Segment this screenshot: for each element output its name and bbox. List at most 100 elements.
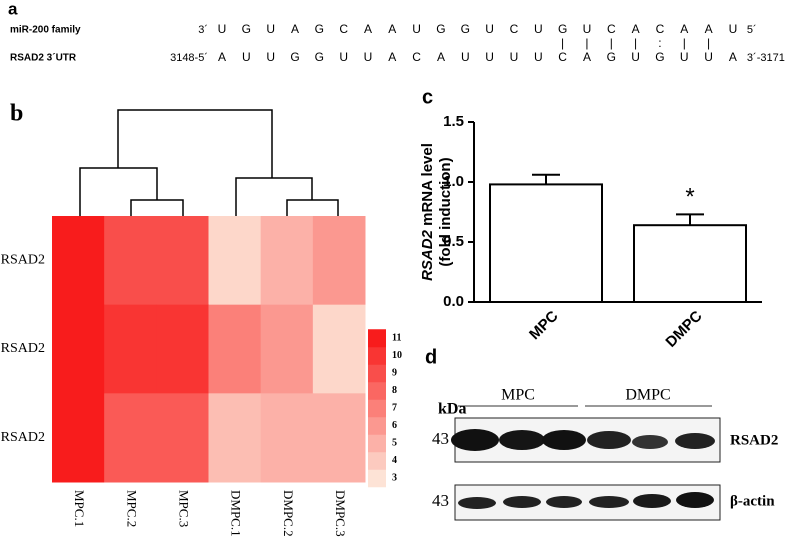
col-label: MPC.3: [176, 490, 191, 527]
sequence-end: 3´-3171: [747, 52, 785, 64]
heat-cell: [208, 216, 262, 306]
colorbar-step: [368, 399, 386, 418]
base: A: [291, 22, 299, 36]
y-tick-label: 0.5: [443, 233, 464, 250]
base: U: [680, 50, 689, 64]
colorbar-step: [368, 434, 386, 453]
colorbar-step: [368, 469, 386, 488]
base: A: [680, 22, 688, 36]
colorbar-step: [368, 451, 386, 470]
base: U: [412, 22, 421, 36]
base: A: [437, 50, 445, 64]
sequence-start: 3´: [198, 24, 208, 36]
colorbar-label: 8: [392, 385, 397, 396]
row-label: RSAD2: [1, 253, 45, 268]
colorbar-step: [368, 364, 386, 383]
base: G: [655, 50, 664, 64]
dendrogram: [79, 109, 339, 216]
base: U: [729, 22, 738, 36]
base: U: [583, 22, 592, 36]
heat-cell: [52, 393, 105, 483]
y-tick-label: 1.5: [443, 113, 464, 130]
y-label-part: RSAD2: [419, 229, 436, 281]
col-label: DMPC.2: [281, 490, 296, 537]
heat-cell: [312, 393, 366, 483]
base: A: [388, 22, 396, 36]
x-tick-label: MPC: [526, 308, 562, 344]
colorbar-label: 9: [392, 367, 397, 378]
pairing: |: [585, 36, 588, 50]
group-label: DMPC: [625, 387, 670, 404]
base: G: [436, 22, 445, 36]
base: U: [485, 50, 494, 64]
heat-cell: [260, 393, 314, 483]
protein-label: RSAD2: [730, 432, 778, 448]
blot: [451, 405, 721, 521]
base: G: [461, 22, 470, 36]
base: G: [315, 50, 324, 64]
base: C: [656, 22, 665, 36]
base: A: [388, 50, 396, 64]
row-label: RSAD2: [1, 430, 45, 445]
base: U: [534, 50, 543, 64]
base: G: [242, 22, 251, 36]
base: C: [510, 22, 519, 36]
y-label: (fold induction): [437, 157, 454, 266]
heat-cell: [104, 393, 157, 483]
heat-cell: [260, 304, 314, 394]
unit: kDa: [438, 401, 466, 418]
base: C: [558, 50, 567, 64]
colorbar-step: [368, 381, 386, 400]
pairing: |: [561, 36, 564, 50]
bar: [633, 224, 747, 303]
row-label: RSAD2: [1, 341, 45, 356]
pairing: |: [634, 36, 637, 50]
heat-cell: [260, 216, 314, 306]
base: C: [412, 50, 421, 64]
base: A: [729, 50, 737, 64]
base: G: [290, 50, 299, 64]
colorbar-step: [368, 346, 386, 365]
panel-label: d: [425, 346, 437, 368]
pairing: |: [683, 36, 686, 50]
annotation: *: [685, 184, 694, 211]
base: A: [583, 50, 591, 64]
pairing: :: [658, 36, 661, 50]
base: U: [266, 50, 275, 64]
base: C: [339, 22, 348, 36]
bar: [489, 183, 603, 303]
base: A: [632, 22, 640, 36]
base: U: [704, 50, 713, 64]
colorbar-label: 3: [392, 472, 397, 483]
base: G: [607, 50, 616, 64]
base: G: [315, 22, 324, 36]
panel-label: c: [422, 86, 433, 108]
sequence-name: RSAD2 3´UTR: [10, 53, 77, 64]
y-tick-label: 0.0: [443, 293, 464, 310]
base: U: [218, 22, 227, 36]
sequence-end: 5´: [747, 24, 757, 36]
heat-cell: [104, 304, 157, 394]
heat-cell: [52, 304, 105, 394]
colorbar-label: 4: [392, 455, 397, 466]
protein-label: β-actin: [730, 493, 775, 509]
colorbar-label: 7: [392, 402, 397, 413]
heat-cell: [208, 304, 262, 394]
colorbar-label: 11: [392, 332, 401, 343]
col-label: MPC.1: [72, 490, 87, 527]
heat-cell: [312, 216, 366, 306]
col-label: MPC.2: [124, 490, 139, 527]
heat-cell: [208, 393, 262, 483]
heat-cell: [156, 304, 209, 394]
base: G: [558, 22, 567, 36]
panel-label: a: [8, 0, 18, 18]
colorbar-label: 10: [392, 350, 402, 361]
base: A: [364, 22, 372, 36]
base: U: [339, 50, 348, 64]
base: A: [705, 22, 713, 36]
panel-label: b: [10, 101, 23, 127]
colorbar-label: 6: [392, 420, 397, 431]
size-label: 43: [432, 429, 449, 448]
base: U: [266, 22, 275, 36]
